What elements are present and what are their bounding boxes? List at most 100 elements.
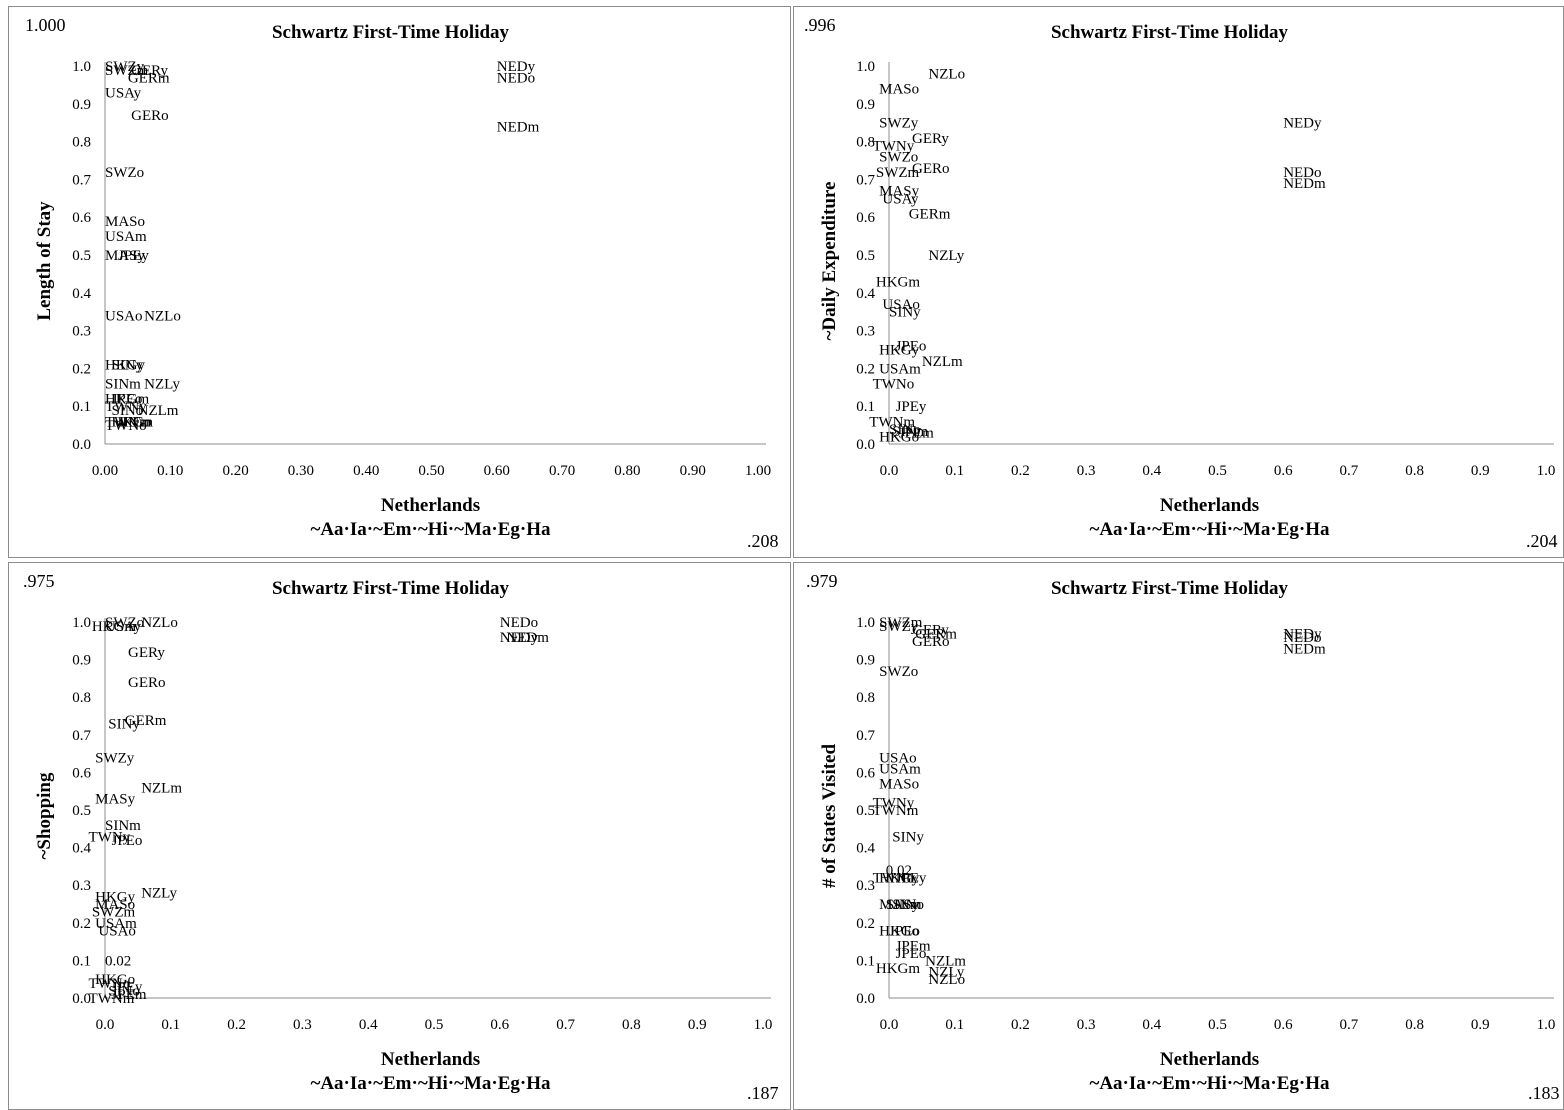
y-tick-label: 0.4 [72,286,91,302]
data-point-label: GERy [912,131,949,147]
scatter-plot: Schwartz First-Time Holiday 0.00 0.10 0.20 0… [34,22,771,540]
x-tick-label: 0.8 [622,1017,641,1033]
y-tick-label: 0.2 [72,916,91,932]
y-tick-label: 0.4 [856,286,875,302]
data-point-label: USAy [882,191,919,207]
y-tick-label: 0.3 [72,324,91,340]
data-point-label: GERy [131,63,168,79]
x-tick-label: 0.5 [425,1017,444,1033]
x-tick-label: 0.7 [556,1017,575,1033]
scatter-plot: Schwartz First-Time Holiday 0.0 0.1 0.2 0.3 0… [819,22,1555,540]
data-point-label: MASy [105,248,146,264]
y-tick-label: 0.6 [856,210,875,226]
x-tick-label: 0.3 [1077,1017,1096,1033]
data-point-label: TWNy [873,138,915,154]
data-point-label: SWZy [105,59,145,75]
y-tick-label: 0.0 [856,991,875,1007]
x-tick-label: 0.5 [1208,1017,1227,1033]
data-point-label: TWNy [89,829,131,845]
data-point-label: SINo [108,983,140,999]
x-tick-label: 0.9 [688,1017,707,1033]
y-tick-label: 0.2 [72,361,91,377]
data-point-label: SWZo [105,165,144,181]
x-tick-label: 0.4 [1142,1017,1161,1033]
data-point-label: USAy [105,619,142,635]
y-tick-label: 1.0 [856,59,875,75]
data-point-label: USAo [105,308,143,324]
y-tick-label: 0.9 [72,653,91,669]
data-point-label: MASo [879,777,919,793]
y-tick-label: 0.6 [72,765,91,781]
data-point-label: NEDm [506,630,549,646]
y-tick-label: 0.0 [72,991,91,1007]
data-point-label: NZLy [141,886,177,902]
data-point-label: SINy [889,305,921,321]
data-point-label: JPEy [896,399,927,415]
data-point-label: SWZo [879,664,918,680]
y-tick-label: 0.8 [72,690,91,706]
chart-title: Schwartz First-Time Holiday [272,578,510,599]
data-point-label: HKGo [95,972,135,988]
data-point-label: SWZm [876,165,920,181]
data-point-label: SINm [105,818,141,834]
data-point-label: TWNy [873,795,915,811]
y-axis-label: Length of Stay [34,201,55,321]
x-tick-label: 0.5 [1208,463,1227,479]
data-point-label: 0.02 [886,863,912,879]
chart-panel-shopping: .975 .187 Schwartz First-Time Holiday 0.0 0.… [8,562,791,1110]
y-axis-label: ~Shopping [34,772,55,859]
x-axis-sublabel: ~Aa·Ia·~Em·~Hi·~Ma·Eg·Ha [1089,519,1330,540]
data-point-label: USAm [105,229,147,245]
corner-value-bottom: .208 [747,531,779,551]
data-point-label: GERo [128,675,166,691]
data-point-label: HKGm [876,961,920,977]
x-tick-label: 0.20 [222,463,248,479]
y-tick-label: 0.0 [72,437,91,453]
corner-value-top: .996 [804,15,836,35]
data-point-label: GERy [128,645,165,661]
data-point-label: TWNo [105,418,147,434]
x-axis-sublabel: ~Aa·Ia·~Em·~Hi·~Ma·Eg·Ha [310,1073,551,1094]
y-tick-label: 0.3 [856,878,875,894]
y-tick-label: 0.1 [856,953,875,969]
data-point-label: SINm [892,424,928,440]
data-point-label: JPEo [112,392,143,408]
data-point-label: SWZm [105,63,149,79]
chart-title: Schwartz First-Time Holiday [1051,578,1289,599]
data-point-label: NZLm [141,780,182,796]
x-tick-label: 0.60 [484,463,510,479]
x-tick-label: 0.3 [1077,463,1096,479]
data-point-label: TWNm [89,991,135,1007]
data-point-label: USAy [105,85,142,101]
data-point-label: USAo [882,297,920,313]
x-axis-sublabel: ~Aa·Ia·~Em·~Hi·~Ma·Eg·Ha [1089,1073,1330,1094]
data-point-label: NZLy [928,965,964,981]
data-point-label: SWZo [105,615,144,631]
x-tick-label: 0.9 [1471,463,1490,479]
chart-title: Schwartz First-Time Holiday [272,22,510,43]
data-point-label: USAo [98,923,136,939]
x-tick-label: 0.30 [288,463,314,479]
y-tick-label: 0.1 [856,399,875,415]
y-tick-label: 0.8 [856,135,875,151]
data-point-label: NZLo [928,67,965,83]
data-point-label: HKGm [92,619,136,635]
x-tick-label: 0.70 [549,463,575,479]
data-point-label: NZLo [928,972,965,988]
data-point-label: NZLo [141,615,178,631]
data-point-label: TWNm [105,414,151,430]
y-tick-label: 0.6 [72,210,91,226]
data-point-label: SINy [108,717,140,733]
data-point-label: SWZy [95,750,135,766]
x-tick-label: 0.7 [1340,1017,1359,1033]
y-tick-label: 1.0 [72,59,91,75]
corner-value-bottom: .187 [747,1083,779,1103]
data-point-label: SINm [886,897,922,913]
y-tick-label: 0.5 [72,803,91,819]
data-point-label: NEDm [497,119,540,135]
data-point-label: SINo [892,897,924,913]
data-point-label: GERo [912,161,950,177]
data-point-label: JPEy [118,248,149,264]
data-point-label: HKGo [879,429,919,445]
x-tick-label: 0.50 [418,463,444,479]
